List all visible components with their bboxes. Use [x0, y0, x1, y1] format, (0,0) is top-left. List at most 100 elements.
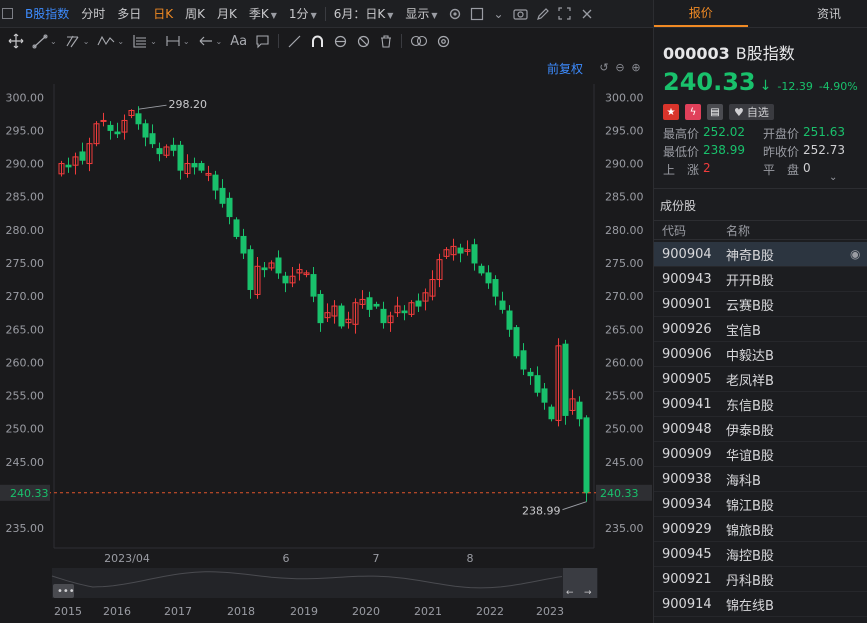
tab-quote[interactable]: 报价: [654, 0, 748, 27]
window-icon[interactable]: [466, 3, 488, 25]
zoom-in-icon[interactable]: ⊕: [631, 60, 641, 74]
gear-icon[interactable]: [436, 34, 451, 49]
candle-body[interactable]: [177, 144, 184, 171]
trash-icon[interactable]: [379, 34, 393, 49]
kline-chart-svg[interactable]: 300.00 300.00 295.00 295.00 290.00 290.00 285.…: [0, 54, 653, 564]
chevron-down-icon[interactable]: ⌄: [493, 6, 504, 21]
candle-body[interactable]: [520, 350, 527, 370]
tab-news[interactable]: 资讯: [816, 7, 841, 21]
candle-body[interactable]: [240, 235, 247, 254]
candle-body[interactable]: [268, 262, 275, 269]
candle-body[interactable]: [86, 143, 93, 165]
wave-tool[interactable]: ⌄: [97, 33, 124, 49]
note-icon[interactable]: ▤: [707, 104, 723, 120]
candle-body[interactable]: [338, 305, 345, 327]
tab-intraday[interactable]: 分时: [81, 7, 106, 21]
restore-adjust-button[interactable]: 前复权: [547, 62, 584, 76]
tab-weekly-k[interactable]: 周K: [185, 7, 206, 21]
settings-icon[interactable]: [444, 3, 466, 25]
candle-body[interactable]: [394, 305, 401, 314]
ruler-icon[interactable]: [287, 34, 302, 49]
candle-body[interactable]: [233, 219, 240, 237]
line-tool[interactable]: ⌄: [32, 33, 57, 49]
candle-body[interactable]: [345, 318, 352, 324]
fib-tool[interactable]: ⌄: [132, 33, 157, 49]
sync-icon[interactable]: [333, 34, 348, 49]
candle-body[interactable]: [359, 298, 366, 305]
candle-body[interactable]: [387, 315, 394, 324]
candle-body[interactable]: [93, 123, 100, 145]
candle-body[interactable]: [380, 308, 387, 324]
candle-body[interactable]: [324, 312, 331, 319]
time-navigator[interactable]: ← → ••• 2015 2016 2017 2018 2019 2020 2021 2022 202…: [0, 565, 600, 623]
table-row[interactable]: 900943 开开B股: [654, 267, 867, 292]
season-k-select[interactable]: 季K ▼: [243, 5, 283, 22]
candle-body[interactable]: [198, 163, 205, 171]
candle-body[interactable]: [548, 406, 555, 420]
period-select[interactable]: 6月：日K ▼: [328, 5, 400, 22]
candle-body[interactable]: [191, 163, 198, 168]
fullscreen-icon[interactable]: [554, 3, 576, 25]
index-tab[interactable]: B股指数: [25, 7, 70, 21]
candle-body[interactable]: [107, 124, 114, 131]
candle-body[interactable]: [261, 267, 268, 271]
tab-multiday[interactable]: 多日: [117, 7, 142, 21]
candle-body[interactable]: [163, 146, 170, 156]
candle-body[interactable]: [583, 417, 590, 494]
col-name[interactable]: 名称: [726, 223, 751, 238]
candle-body[interactable]: [450, 245, 457, 256]
candle-body[interactable]: [527, 371, 534, 377]
candle-body[interactable]: [247, 249, 254, 290]
more-icon[interactable]: •••: [57, 586, 75, 597]
candle-body[interactable]: [149, 133, 156, 145]
candle-body[interactable]: [212, 174, 219, 191]
zoom-out-icon[interactable]: ⊖: [615, 60, 625, 74]
reset-icon[interactable]: ↺: [599, 60, 609, 74]
candle-body[interactable]: [366, 297, 373, 310]
candle-body[interactable]: [226, 197, 233, 218]
candle-body[interactable]: [184, 163, 191, 174]
candle-body[interactable]: [429, 279, 436, 297]
channel-tool[interactable]: ⌄: [65, 33, 89, 49]
table-row[interactable]: 900934 锦江B股: [654, 492, 867, 517]
kline-chart[interactable]: 300.00 300.00 295.00 295.00 290.00 290.00 285.…: [0, 54, 653, 564]
candle-body[interactable]: [128, 110, 135, 116]
candle-body[interactable]: [219, 187, 226, 204]
candle-body[interactable]: [408, 302, 415, 315]
table-row[interactable]: 900948 伊泰B股: [654, 417, 867, 442]
table-row[interactable]: 900926 宝信B: [654, 317, 867, 342]
table-row[interactable]: 900905 老凤祥B: [654, 367, 867, 392]
candle-body[interactable]: [114, 131, 121, 135]
candle-body[interactable]: [65, 164, 72, 168]
candle-body[interactable]: [275, 257, 282, 274]
table-row[interactable]: 900914 锦在线B: [654, 592, 867, 617]
candle-body[interactable]: [534, 375, 541, 393]
candle-body[interactable]: [436, 259, 443, 281]
navigator-track[interactable]: [52, 568, 598, 598]
candle-body[interactable]: [79, 151, 86, 161]
candle-body[interactable]: [541, 388, 548, 403]
candle-body[interactable]: [282, 275, 289, 284]
table-row[interactable]: 900929 锦旅B股: [654, 517, 867, 542]
candle-body[interactable]: [310, 274, 317, 297]
col-code[interactable]: 代码: [662, 223, 687, 238]
range-tool[interactable]: ⌄: [165, 33, 190, 49]
candle-body[interactable]: [506, 310, 513, 330]
table-row[interactable]: 900906 中毅达B: [654, 342, 867, 367]
candle-body[interactable]: [562, 343, 569, 416]
candle-body[interactable]: [58, 163, 65, 175]
candle-body[interactable]: [471, 244, 478, 264]
candle-body[interactable]: [289, 275, 296, 284]
candle-body[interactable]: [555, 345, 562, 421]
arrow-right-icon[interactable]: →: [584, 588, 592, 598]
table-row[interactable]: 900938 海科B: [654, 467, 867, 492]
link-icon[interactable]: [410, 34, 428, 48]
magnet-icon[interactable]: [310, 34, 325, 49]
add-favorite-button[interactable]: ♥ 自选: [729, 104, 774, 120]
table-row[interactable]: 900941 东信B股: [654, 392, 867, 417]
candle-body[interactable]: [303, 272, 310, 276]
candle-body[interactable]: [100, 119, 107, 122]
table-row[interactable]: 900904 神奇B股 ◉: [654, 242, 867, 267]
candle-body[interactable]: [170, 144, 177, 151]
table-row[interactable]: 900901 云赛B股: [654, 292, 867, 317]
